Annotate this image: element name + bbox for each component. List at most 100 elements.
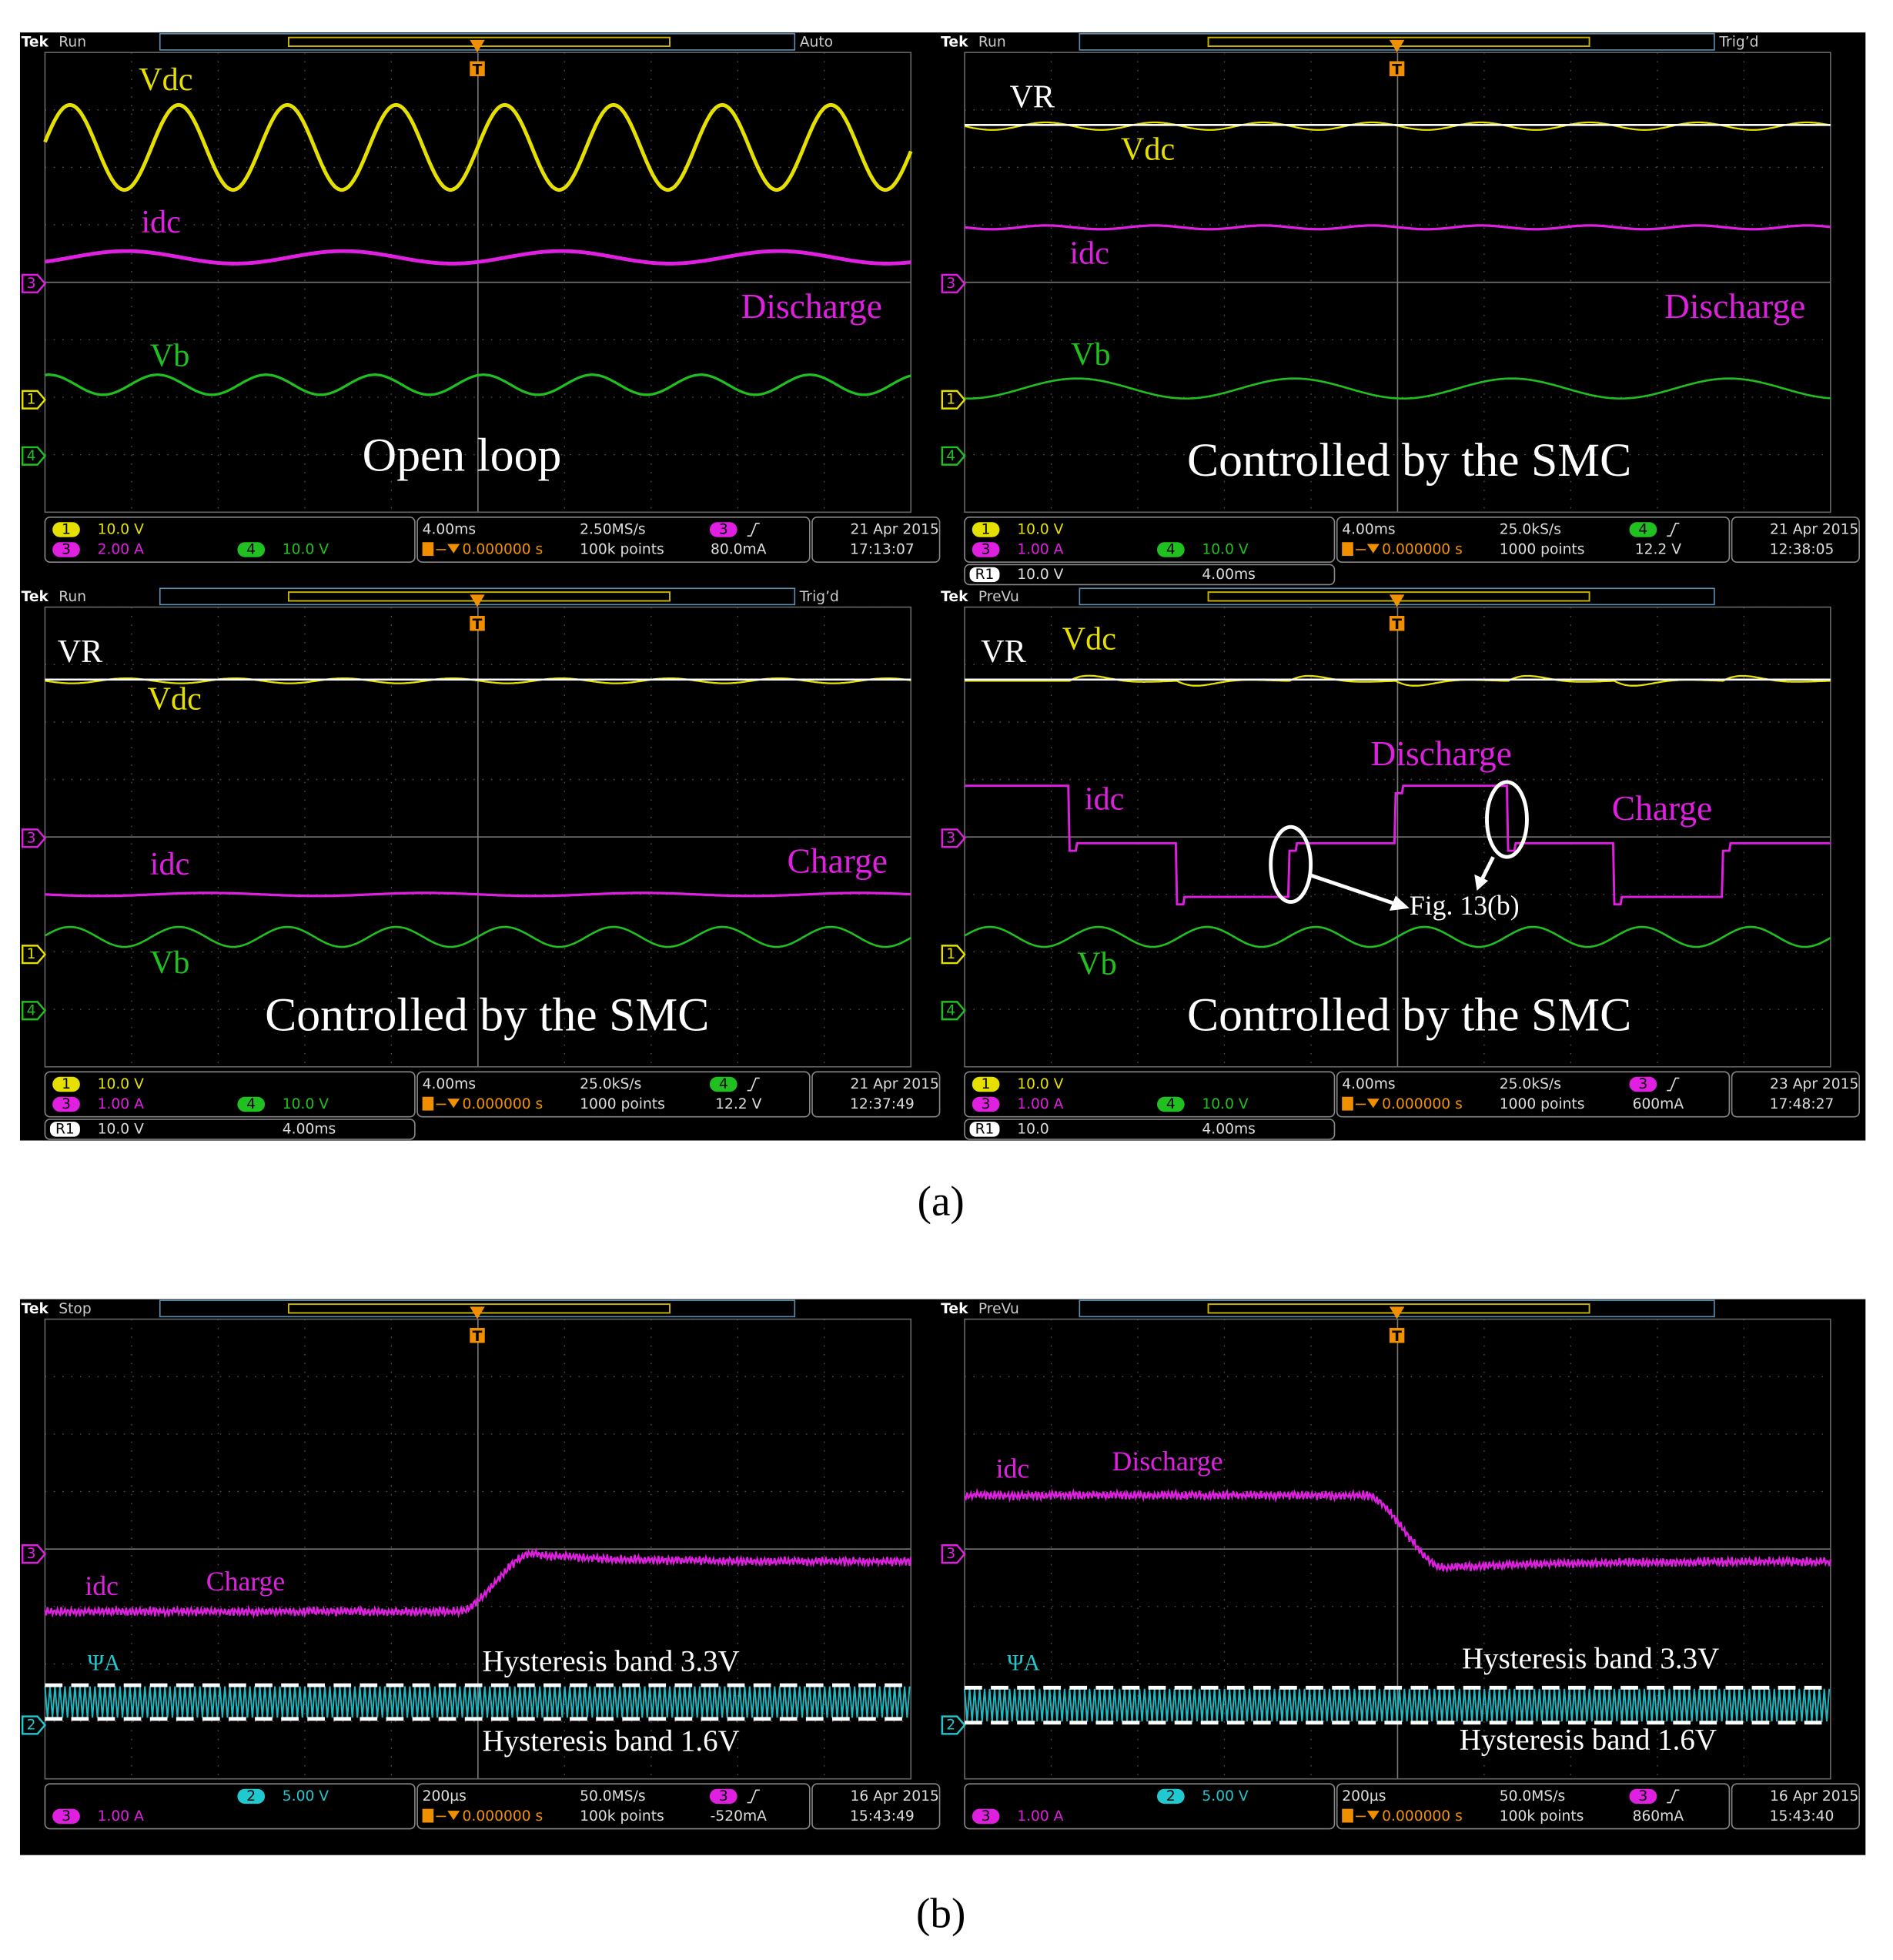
channel-number: 4	[246, 541, 256, 557]
channel-marker-label: 2	[946, 1717, 955, 1733]
channel-badge	[52, 1076, 80, 1092]
status-box	[964, 516, 1336, 564]
channel-number: 2	[246, 1788, 256, 1804]
panel-b-background	[19, 1299, 1866, 1855]
trigger-state: Auto	[800, 35, 833, 51]
trace-label: Vb	[150, 945, 190, 981]
trace-label: idc	[1069, 235, 1109, 271]
trace-label: Vb	[1077, 946, 1117, 982]
date: 23 Apr 2015	[1770, 1076, 1858, 1092]
trigger-slope	[747, 523, 760, 537]
waveform	[44, 925, 911, 948]
arrowhead	[1474, 874, 1489, 891]
trigger-badge	[1629, 522, 1657, 537]
trigger-state: Trig’d	[799, 589, 839, 605]
trace-label: Vdc	[1062, 621, 1116, 657]
channel-scale: 1.00 A	[1017, 541, 1063, 557]
channel-marker-label: 4	[27, 1002, 36, 1018]
trigger-badge	[709, 1788, 737, 1804]
trace-label: idc	[1085, 781, 1125, 817]
status-box	[44, 1783, 416, 1830]
waveform	[44, 1547, 912, 1619]
run-state: Run	[978, 35, 1006, 51]
channel-marker-label: 3	[27, 1546, 36, 1562]
channel-marker-label: 3	[946, 1546, 955, 1562]
status-box	[44, 516, 416, 564]
channel-marker	[21, 1001, 47, 1021]
brand: Tek	[22, 589, 49, 605]
trigger-slope	[747, 1789, 760, 1804]
channel-marker	[941, 945, 966, 965]
channel-scale: 1.00 A	[98, 1096, 144, 1112]
trigger-channel: 3	[719, 522, 728, 538]
trace-label: Vb	[150, 337, 190, 373]
waveform	[45, 373, 911, 396]
trace-label: VR	[1009, 79, 1055, 115]
record-length: 100k points	[580, 541, 664, 557]
ref-time: 4.00ms	[283, 1121, 336, 1137]
timebase: 200µs	[423, 1788, 467, 1804]
trigger-level: 12.2 V	[1635, 541, 1681, 557]
trigger-pointer	[1389, 1306, 1405, 1319]
waveform	[43, 102, 913, 192]
channel-number: 1	[982, 1076, 991, 1092]
trigger-badge	[709, 1076, 737, 1092]
ref-time: 4.00ms	[1202, 567, 1255, 583]
sample-rate: 2.50MS/s	[580, 522, 645, 538]
timebase: 4.00ms	[1342, 522, 1395, 538]
record-length: 100k points	[1500, 1808, 1584, 1825]
channel-marker-label: 3	[27, 276, 36, 292]
channel-scale: 5.00 V	[283, 1788, 329, 1804]
trigger-mark: T	[473, 617, 483, 633]
channel-marker	[21, 273, 47, 293]
caption-b: (b)	[916, 1889, 965, 1936]
trigger-badge	[1629, 1076, 1657, 1092]
ref-badge	[969, 567, 1000, 583]
waveform	[965, 377, 1831, 400]
ref-box	[964, 564, 1336, 586]
trigger-pointer	[470, 39, 485, 53]
channel-marker	[941, 1001, 966, 1021]
sample-rate: 25.0kS/s	[580, 1076, 641, 1092]
trace-label: Hysteresis band 1.6V	[1460, 1724, 1717, 1757]
status-box	[964, 1071, 1336, 1118]
sample-rate: 25.0kS/s	[1500, 1076, 1561, 1092]
channel-marker-label: 4	[946, 1002, 955, 1018]
channel-badge	[972, 522, 1000, 537]
delay-icon	[422, 1808, 434, 1823]
channel-marker	[941, 1544, 966, 1564]
channel-marker-label: 3	[946, 276, 955, 292]
trace-label: Vb	[1071, 336, 1111, 373]
delay-arrow	[1356, 1099, 1380, 1109]
channel-marker-label: 1	[946, 946, 955, 962]
trigger-marker	[470, 615, 485, 631]
trigger-slope	[747, 1077, 760, 1092]
channel-marker	[941, 273, 966, 293]
channel-badge	[1156, 1096, 1185, 1112]
channel-number: 4	[1166, 1096, 1176, 1112]
delay-arrow	[1356, 1811, 1380, 1821]
channel-marker	[21, 945, 47, 965]
ref-scale: 10.0 V	[1017, 567, 1063, 583]
run-state: PreVu	[978, 589, 1019, 605]
trace-label: VR	[981, 634, 1026, 670]
trace-label: idc	[996, 1453, 1030, 1484]
status-box	[44, 1071, 416, 1118]
delay-icon	[422, 1096, 434, 1111]
channel-badge	[1156, 542, 1185, 557]
channel-number: 1	[982, 522, 991, 538]
grid-frame	[44, 1318, 912, 1780]
arrow	[1307, 872, 1398, 907]
clock: 12:38:05	[1770, 541, 1834, 557]
channel-number: 1	[62, 522, 71, 538]
brand: Tek	[22, 35, 49, 51]
channel-number: 4	[1166, 541, 1176, 557]
trace-label: VR	[58, 634, 103, 670]
trigger-state: Trig’d	[1718, 35, 1758, 51]
trace-label: Controlled by the SMC	[1187, 988, 1631, 1041]
trigger-pointer	[1389, 594, 1405, 607]
channel-number: 1	[62, 1076, 71, 1092]
trigger-level: -520mA	[711, 1808, 768, 1825]
trace-label: Discharge	[1371, 734, 1512, 773]
channel-marker-label: 1	[946, 392, 955, 408]
